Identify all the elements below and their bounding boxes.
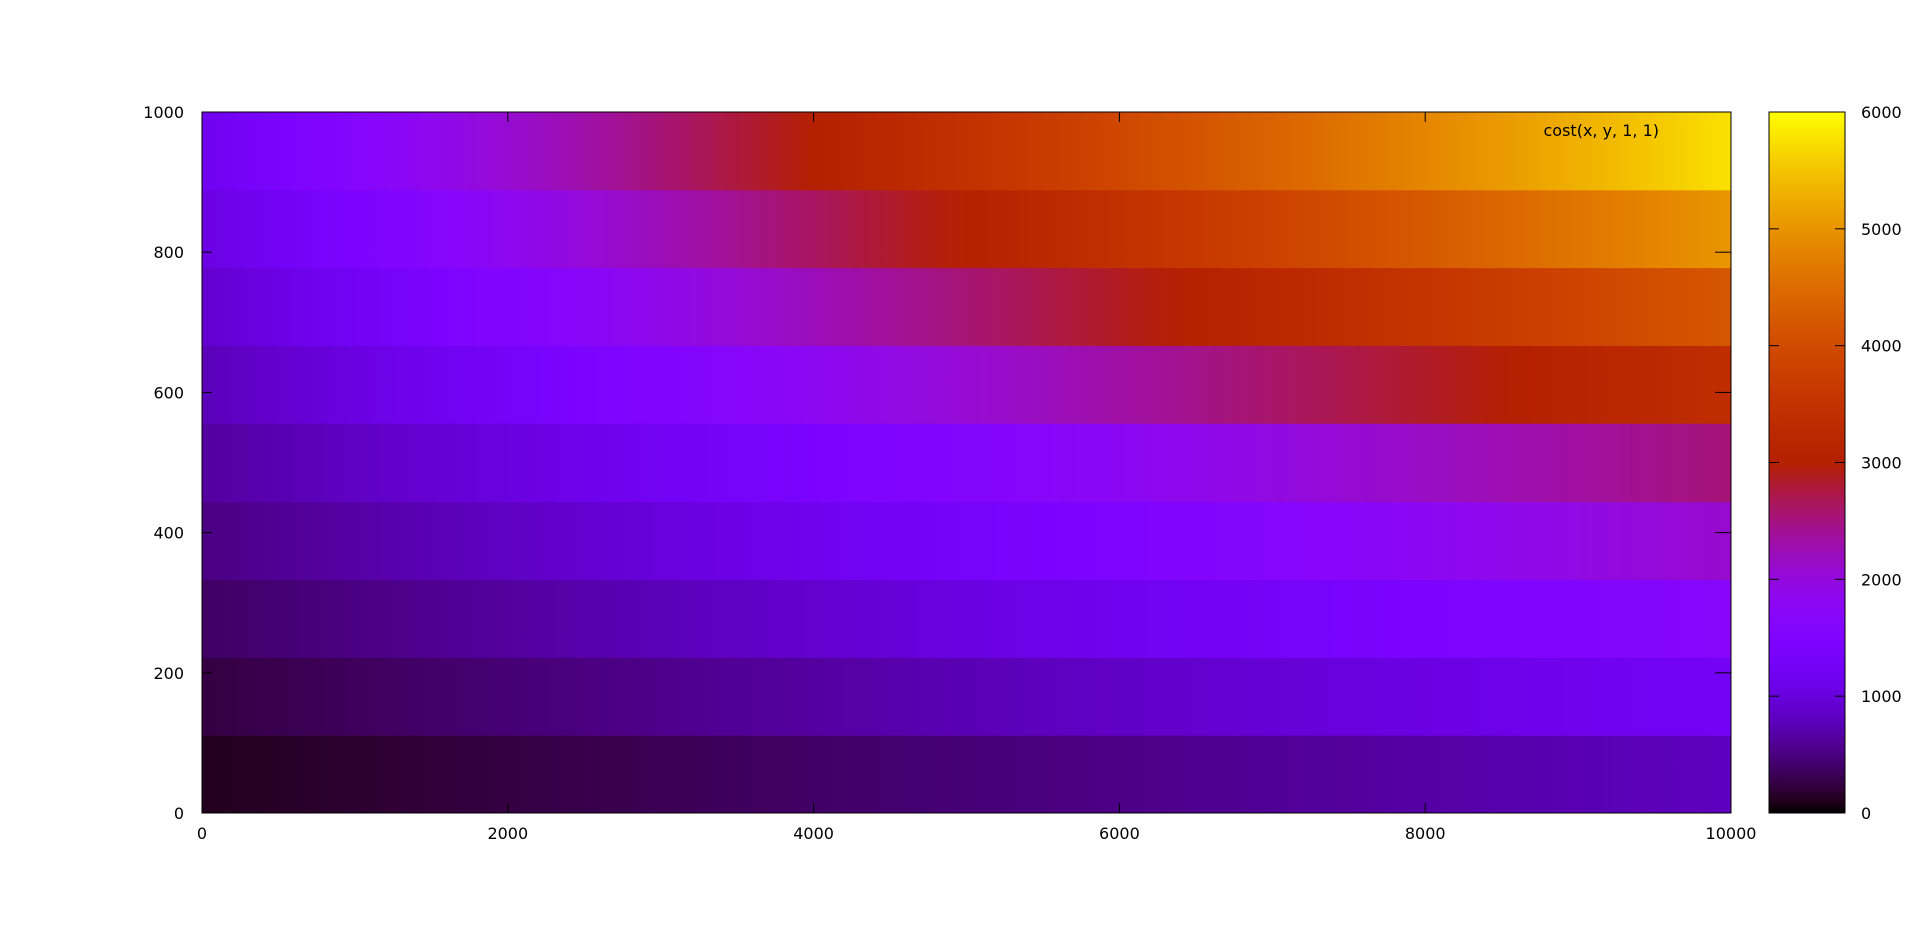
legend-entry: cost(x, y, 1, 1)	[1544, 121, 1660, 140]
colorbar-axis: 0 1000 2000 3000 4000 5000 6000	[1769, 103, 1902, 823]
y-tick-label: 400	[153, 524, 184, 543]
x-tick-label: 2000	[487, 824, 528, 843]
heatmap-band-4	[202, 423, 1731, 503]
y-tick-label: 0	[174, 804, 184, 823]
y-tick-label: 200	[153, 664, 184, 683]
colorbar-tick-label: 1000	[1861, 687, 1902, 706]
colorbar-tick-label: 5000	[1861, 220, 1902, 239]
x-tick-label: 10000	[1706, 824, 1757, 843]
y-tick-label: 800	[153, 243, 184, 262]
heatmap-band-1	[202, 657, 1731, 736]
heatmap-band-0	[202, 735, 1731, 814]
heatmap-band-6	[202, 267, 1731, 346]
plot-frame	[201, 111, 1732, 814]
y-tick-label: 600	[153, 383, 184, 402]
colorbar-tick-label: 6000	[1861, 103, 1902, 122]
heatmap-band-5	[202, 345, 1731, 424]
heatmap-band-3	[202, 501, 1731, 581]
colorbar-tick-label: 4000	[1861, 337, 1902, 356]
colorbar-tick-label: 0	[1861, 804, 1871, 823]
x-tick-label: 4000	[793, 824, 834, 843]
heatmap-band-8	[202, 112, 1731, 191]
y-tick-label: 1000	[143, 103, 184, 122]
heatmap-bands	[202, 112, 1731, 814]
x-tick-label: 6000	[1099, 824, 1140, 843]
heatmap-band-2	[202, 579, 1731, 658]
x-tick-label: 0	[197, 824, 207, 843]
heatmap-band-7	[202, 189, 1731, 269]
x-tick-label: 8000	[1405, 824, 1446, 843]
y-axis: 0 200 400 600 800 1000	[143, 103, 1731, 823]
colorbar-tick-label: 3000	[1861, 454, 1902, 473]
colorbar	[1769, 112, 1845, 813]
x-axis: 0 2000 4000 6000 8000 10000	[197, 112, 1757, 843]
colorbar-tick-label: 2000	[1861, 570, 1902, 589]
